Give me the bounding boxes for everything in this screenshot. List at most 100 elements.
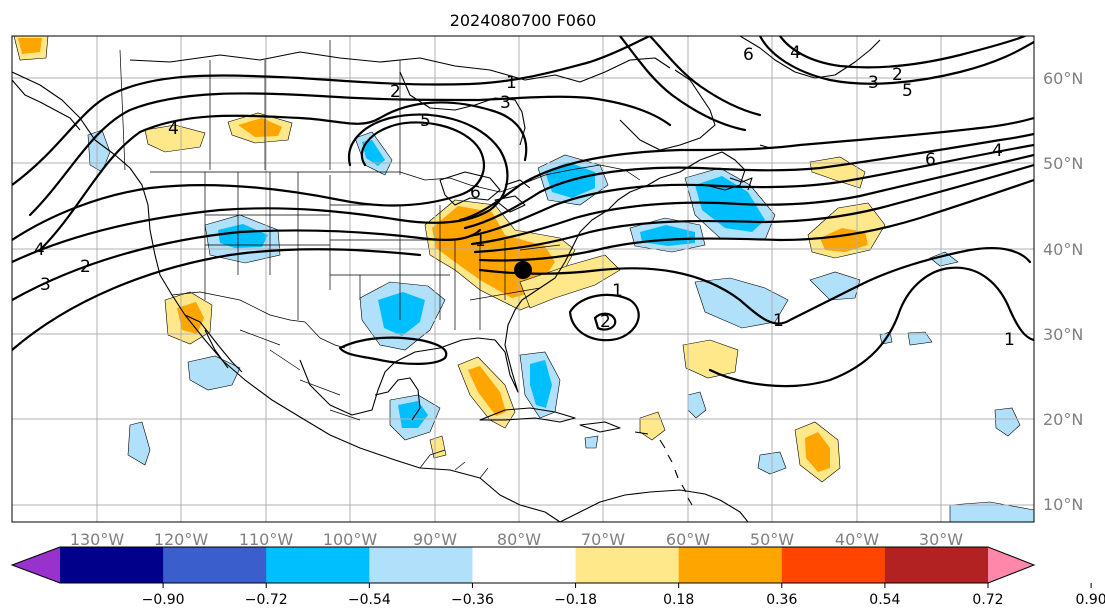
colorbar-tick-label: 0.72: [972, 592, 1003, 608]
gulf-of-mexico-coast: [299, 177, 661, 416]
colorbar-tick-label: −0.36: [451, 592, 494, 608]
positive-anomaly-core: [18, 38, 42, 54]
contour-label: 4: [168, 119, 179, 139]
contour-label: 3: [868, 73, 879, 93]
lat-label: 50°N: [1043, 154, 1083, 173]
contour-label: 5: [420, 111, 431, 131]
contour-line: [12, 121, 485, 242]
colorbar-tick-label: −0.54: [348, 592, 391, 608]
contour-label: 3: [500, 93, 511, 113]
yucatan-coast: [374, 377, 421, 421]
contour-label: 5: [902, 81, 913, 101]
north-america-pacific-coast: [12, 71, 561, 522]
caribbean-islands: [634, 431, 693, 506]
colorbar-tick-label: 0.36: [766, 592, 797, 608]
colorbar-tick-label: −0.18: [554, 592, 597, 608]
latitude-labels: 10°N 20°N 30°N 40°N 50°N 60°N: [1043, 69, 1083, 514]
contour-label: 6: [743, 45, 754, 65]
contour-line: [338, 336, 448, 365]
positive-anomaly-core: [805, 432, 830, 472]
colorbar-tick-label: −0.90: [142, 592, 185, 608]
contour-label: 1: [612, 281, 623, 301]
map-frame: [11, 35, 1035, 523]
south-america-coast: [559, 489, 749, 522]
contour-label: 2: [892, 65, 903, 85]
colorbar-segment: [163, 547, 267, 583]
negative-anomaly-area: [949, 501, 1034, 522]
colorbar-segment: [678, 547, 783, 583]
lat-label: 20°N: [1043, 410, 1083, 429]
alaska-coast: [12, 79, 81, 131]
contour-line: [12, 228, 482, 302]
longitude-labels: 130°W 120°W 110°W 100°W 90°W 80°W 70°W 6…: [70, 530, 963, 549]
negative-anomaly-area: [929, 251, 959, 267]
lat-label: 60°N: [1043, 69, 1083, 88]
hispaniola-coast: [579, 421, 621, 433]
colorbar-extend-low: [12, 547, 60, 583]
lon-label: 100°W: [323, 530, 378, 549]
contour-line: [648, 36, 762, 117]
negative-anomaly-area: [994, 407, 1021, 437]
negative-anomaly-area: [127, 421, 151, 466]
contour-line: [568, 293, 640, 342]
hudson-bay-coast: [399, 71, 526, 146]
lat-label: 10°N: [1043, 495, 1083, 514]
positive-anomaly-area: [144, 124, 206, 153]
central-america-borders: [419, 449, 489, 479]
mexico-state-lines: [239, 329, 361, 421]
contour-labels: 1 2 3 4 5 6 1 3 5 2 4 6 2 3 4 1 2 1 1 6 …: [34, 43, 1015, 350]
colorbar-segment: [781, 547, 886, 583]
colorbar-tick-label: 0.18: [663, 592, 694, 608]
lat-label: 30°N: [1043, 325, 1083, 344]
negative-anomaly-area: [584, 435, 599, 449]
contour-label: 2: [600, 312, 611, 332]
contour-label: 1: [773, 311, 784, 331]
colorbar-segment: [369, 547, 473, 583]
greenland-coast: [739, 36, 881, 79]
canada-arctic-coast: [129, 51, 671, 83]
lon-label: 90°W: [413, 530, 457, 549]
colorbar-extend-high: [988, 547, 1034, 583]
contour-line: [468, 143, 1034, 238]
positive-anomaly-core: [468, 366, 506, 416]
lat-label: 40°N: [1043, 240, 1083, 259]
contour-line: [458, 116, 1034, 222]
contour-line: [708, 266, 1034, 388]
lon-label: 60°W: [666, 530, 710, 549]
positive-anomaly-area: [519, 254, 621, 309]
contour-line: [473, 163, 1034, 254]
lon-label: 70°W: [581, 530, 625, 549]
colorbar-tick-label: 0.90: [1076, 592, 1105, 608]
negative-anomaly-core: [530, 360, 552, 408]
contour-label: 4: [34, 240, 45, 260]
colorbar-tick-label: 0.54: [869, 592, 900, 608]
contour-line: [593, 312, 617, 331]
lon-label: 80°W: [497, 530, 541, 549]
lon-label: 120°W: [154, 530, 209, 549]
negative-anomaly-area: [907, 331, 933, 346]
canada-province-lines: [119, 40, 401, 175]
labrador-coast: [619, 69, 716, 151]
cuba-coast: [479, 407, 576, 423]
contour-line: [478, 247, 1032, 325]
contour-line: [478, 178, 1034, 262]
contour-line: [778, 36, 1027, 69]
negative-anomaly-core: [218, 224, 268, 248]
contour-line: [758, 36, 1034, 85]
contour-label: 6: [925, 150, 936, 170]
lon-label: 130°W: [70, 530, 125, 549]
positive-anomaly-core: [238, 118, 282, 137]
colorbar-segment: [472, 547, 577, 583]
contour-line: [28, 92, 672, 217]
positive-anomaly-area: [429, 435, 447, 459]
contour-line: [12, 248, 422, 352]
lon-label: 110°W: [239, 530, 294, 549]
contour-label: 4: [790, 43, 801, 63]
colorbar: −0.90 −0.72 −0.54 −0.36 −0.18 0.18 0.36 0.54 0.7…: [10, 546, 1105, 608]
contour-line: [12, 36, 652, 187]
lon-label: 30°W: [919, 530, 963, 549]
negative-anomaly-core: [378, 292, 425, 336]
colorbar-segment: [884, 547, 989, 583]
contour-line: [463, 132, 1034, 230]
map-panel: 1 2 3 4 5 6 1 3 5 2 4 6 2 3 4 1 2 1 1 6 …: [12, 36, 1034, 522]
